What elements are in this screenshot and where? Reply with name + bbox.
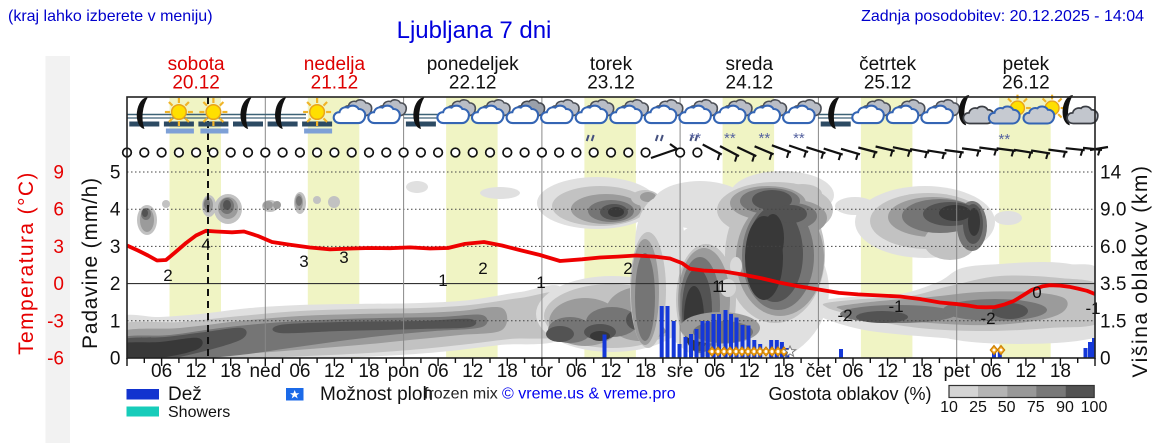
svg-text:2: 2	[110, 274, 121, 295]
svg-text:10: 10	[940, 399, 958, 416]
svg-text:pet: pet	[943, 361, 970, 382]
svg-text:18: 18	[912, 361, 933, 382]
svg-text:1: 1	[717, 277, 726, 296]
svg-text:12: 12	[1015, 361, 1036, 382]
svg-text:1: 1	[536, 273, 545, 292]
svg-text:nedelja: nedelja	[304, 54, 366, 75]
svg-text:75: 75	[1027, 399, 1045, 416]
svg-text:6: 6	[53, 200, 64, 221]
svg-text:06: 06	[981, 361, 1002, 382]
svg-text:23.12: 23.12	[587, 73, 635, 94]
svg-text:sre: sre	[667, 361, 693, 382]
svg-text:06: 06	[704, 361, 725, 382]
svg-text:Dež: Dež	[168, 384, 202, 405]
svg-text:1: 1	[110, 311, 121, 332]
svg-text:petek: petek	[1003, 54, 1050, 75]
svg-text:1: 1	[438, 271, 447, 290]
svg-text:sreda: sreda	[726, 54, 774, 75]
svg-text:22.12: 22.12	[449, 73, 497, 94]
svg-text:Možnost ploh: Možnost ploh	[320, 384, 433, 405]
svg-text:torek: torek	[590, 54, 633, 75]
svg-text:tor: tor	[531, 361, 554, 382]
svg-text:21.12: 21.12	[311, 73, 359, 94]
svg-text:-1: -1	[1085, 299, 1100, 318]
svg-text:24.12: 24.12	[726, 73, 774, 94]
svg-text:9: 9	[53, 163, 64, 184]
svg-text:3: 3	[53, 237, 64, 258]
svg-text:ned: ned	[249, 361, 281, 382]
svg-text:-3: -3	[47, 311, 64, 332]
svg-text:-2: -2	[837, 306, 852, 325]
svg-text:1.5: 1.5	[1100, 311, 1126, 332]
svg-text:18: 18	[497, 361, 518, 382]
svg-text:18: 18	[1050, 361, 1071, 382]
svg-text:Zadnja posodobitev: 20.12.2025: Zadnja posodobitev: 20.12.2025 - 14:04	[861, 8, 1144, 25]
svg-text:2: 2	[163, 266, 172, 285]
svg-text:50: 50	[998, 399, 1016, 416]
svg-text:18: 18	[635, 361, 656, 382]
svg-text:26.12: 26.12	[1002, 73, 1050, 94]
svg-text:2: 2	[623, 259, 632, 278]
svg-text:14: 14	[1100, 163, 1122, 184]
svg-text:12: 12	[877, 361, 898, 382]
svg-text:3: 3	[299, 252, 308, 271]
svg-text:(kraj lahko izberete v meniju): (kraj lahko izberete v meniju)	[8, 8, 213, 25]
svg-text:25.12: 25.12	[864, 73, 912, 94]
svg-text:frozen mix: frozen mix	[424, 386, 498, 403]
svg-text:čet: čet	[806, 361, 832, 382]
svg-text:-6: -6	[47, 349, 64, 370]
svg-text:20.12: 20.12	[172, 73, 220, 94]
svg-text:Ljubljana 7 dni: Ljubljana 7 dni	[397, 17, 552, 44]
svg-text:06: 06	[428, 361, 449, 382]
svg-text:12: 12	[186, 361, 207, 382]
svg-text:© vreme.us & vreme.pro: © vreme.us & vreme.pro	[502, 386, 676, 403]
svg-text:3: 3	[110, 237, 121, 258]
svg-text:6.0: 6.0	[1100, 237, 1126, 258]
svg-text:-2: -2	[980, 309, 995, 328]
svg-text:06: 06	[151, 361, 172, 382]
svg-text:**: **	[999, 131, 1011, 148]
svg-text:06: 06	[566, 361, 587, 382]
svg-text:četrtek: četrtek	[859, 54, 917, 75]
svg-text:0: 0	[1032, 283, 1041, 302]
svg-text:0: 0	[110, 349, 121, 370]
svg-text:**: **	[689, 130, 701, 147]
svg-text:2: 2	[478, 259, 487, 278]
svg-text:12: 12	[600, 361, 621, 382]
svg-text:Gostota oblakov (%): Gostota oblakov (%)	[768, 384, 931, 404]
svg-text:0: 0	[1100, 349, 1111, 370]
svg-text:18: 18	[220, 361, 241, 382]
svg-text:06: 06	[842, 361, 863, 382]
svg-text:18: 18	[358, 361, 379, 382]
svg-text:90: 90	[1056, 399, 1074, 416]
svg-text:Višina oblakov (km): Višina oblakov (km)	[1129, 164, 1152, 377]
svg-text:100: 100	[1081, 399, 1108, 416]
svg-text:5: 5	[110, 163, 121, 184]
svg-text:4: 4	[201, 235, 210, 254]
svg-text:12: 12	[324, 361, 345, 382]
svg-text:3: 3	[339, 248, 348, 267]
svg-text:18: 18	[773, 361, 794, 382]
svg-text:06: 06	[289, 361, 310, 382]
svg-text:3.5: 3.5	[1100, 274, 1126, 295]
svg-text:**: **	[793, 130, 805, 147]
svg-text:12: 12	[462, 361, 483, 382]
svg-text:**: **	[724, 130, 736, 147]
svg-text:Showers: Showers	[168, 404, 230, 421]
svg-text:4: 4	[110, 200, 121, 221]
svg-text:Padavine (mm/h): Padavine (mm/h)	[79, 177, 102, 349]
svg-text:ponedeljek: ponedeljek	[427, 54, 519, 75]
svg-text:-1: -1	[888, 297, 903, 316]
svg-text:pon: pon	[388, 361, 420, 382]
svg-text:**: **	[759, 130, 771, 147]
svg-text:25: 25	[969, 399, 987, 416]
svg-text:sobota: sobota	[168, 54, 225, 75]
svg-text:0: 0	[53, 274, 64, 295]
svg-text:Temperatura (°C): Temperatura (°C)	[15, 171, 38, 355]
svg-text:12: 12	[739, 361, 760, 382]
svg-text:9.0: 9.0	[1100, 200, 1126, 221]
svg-text:1: 1	[712, 277, 721, 296]
